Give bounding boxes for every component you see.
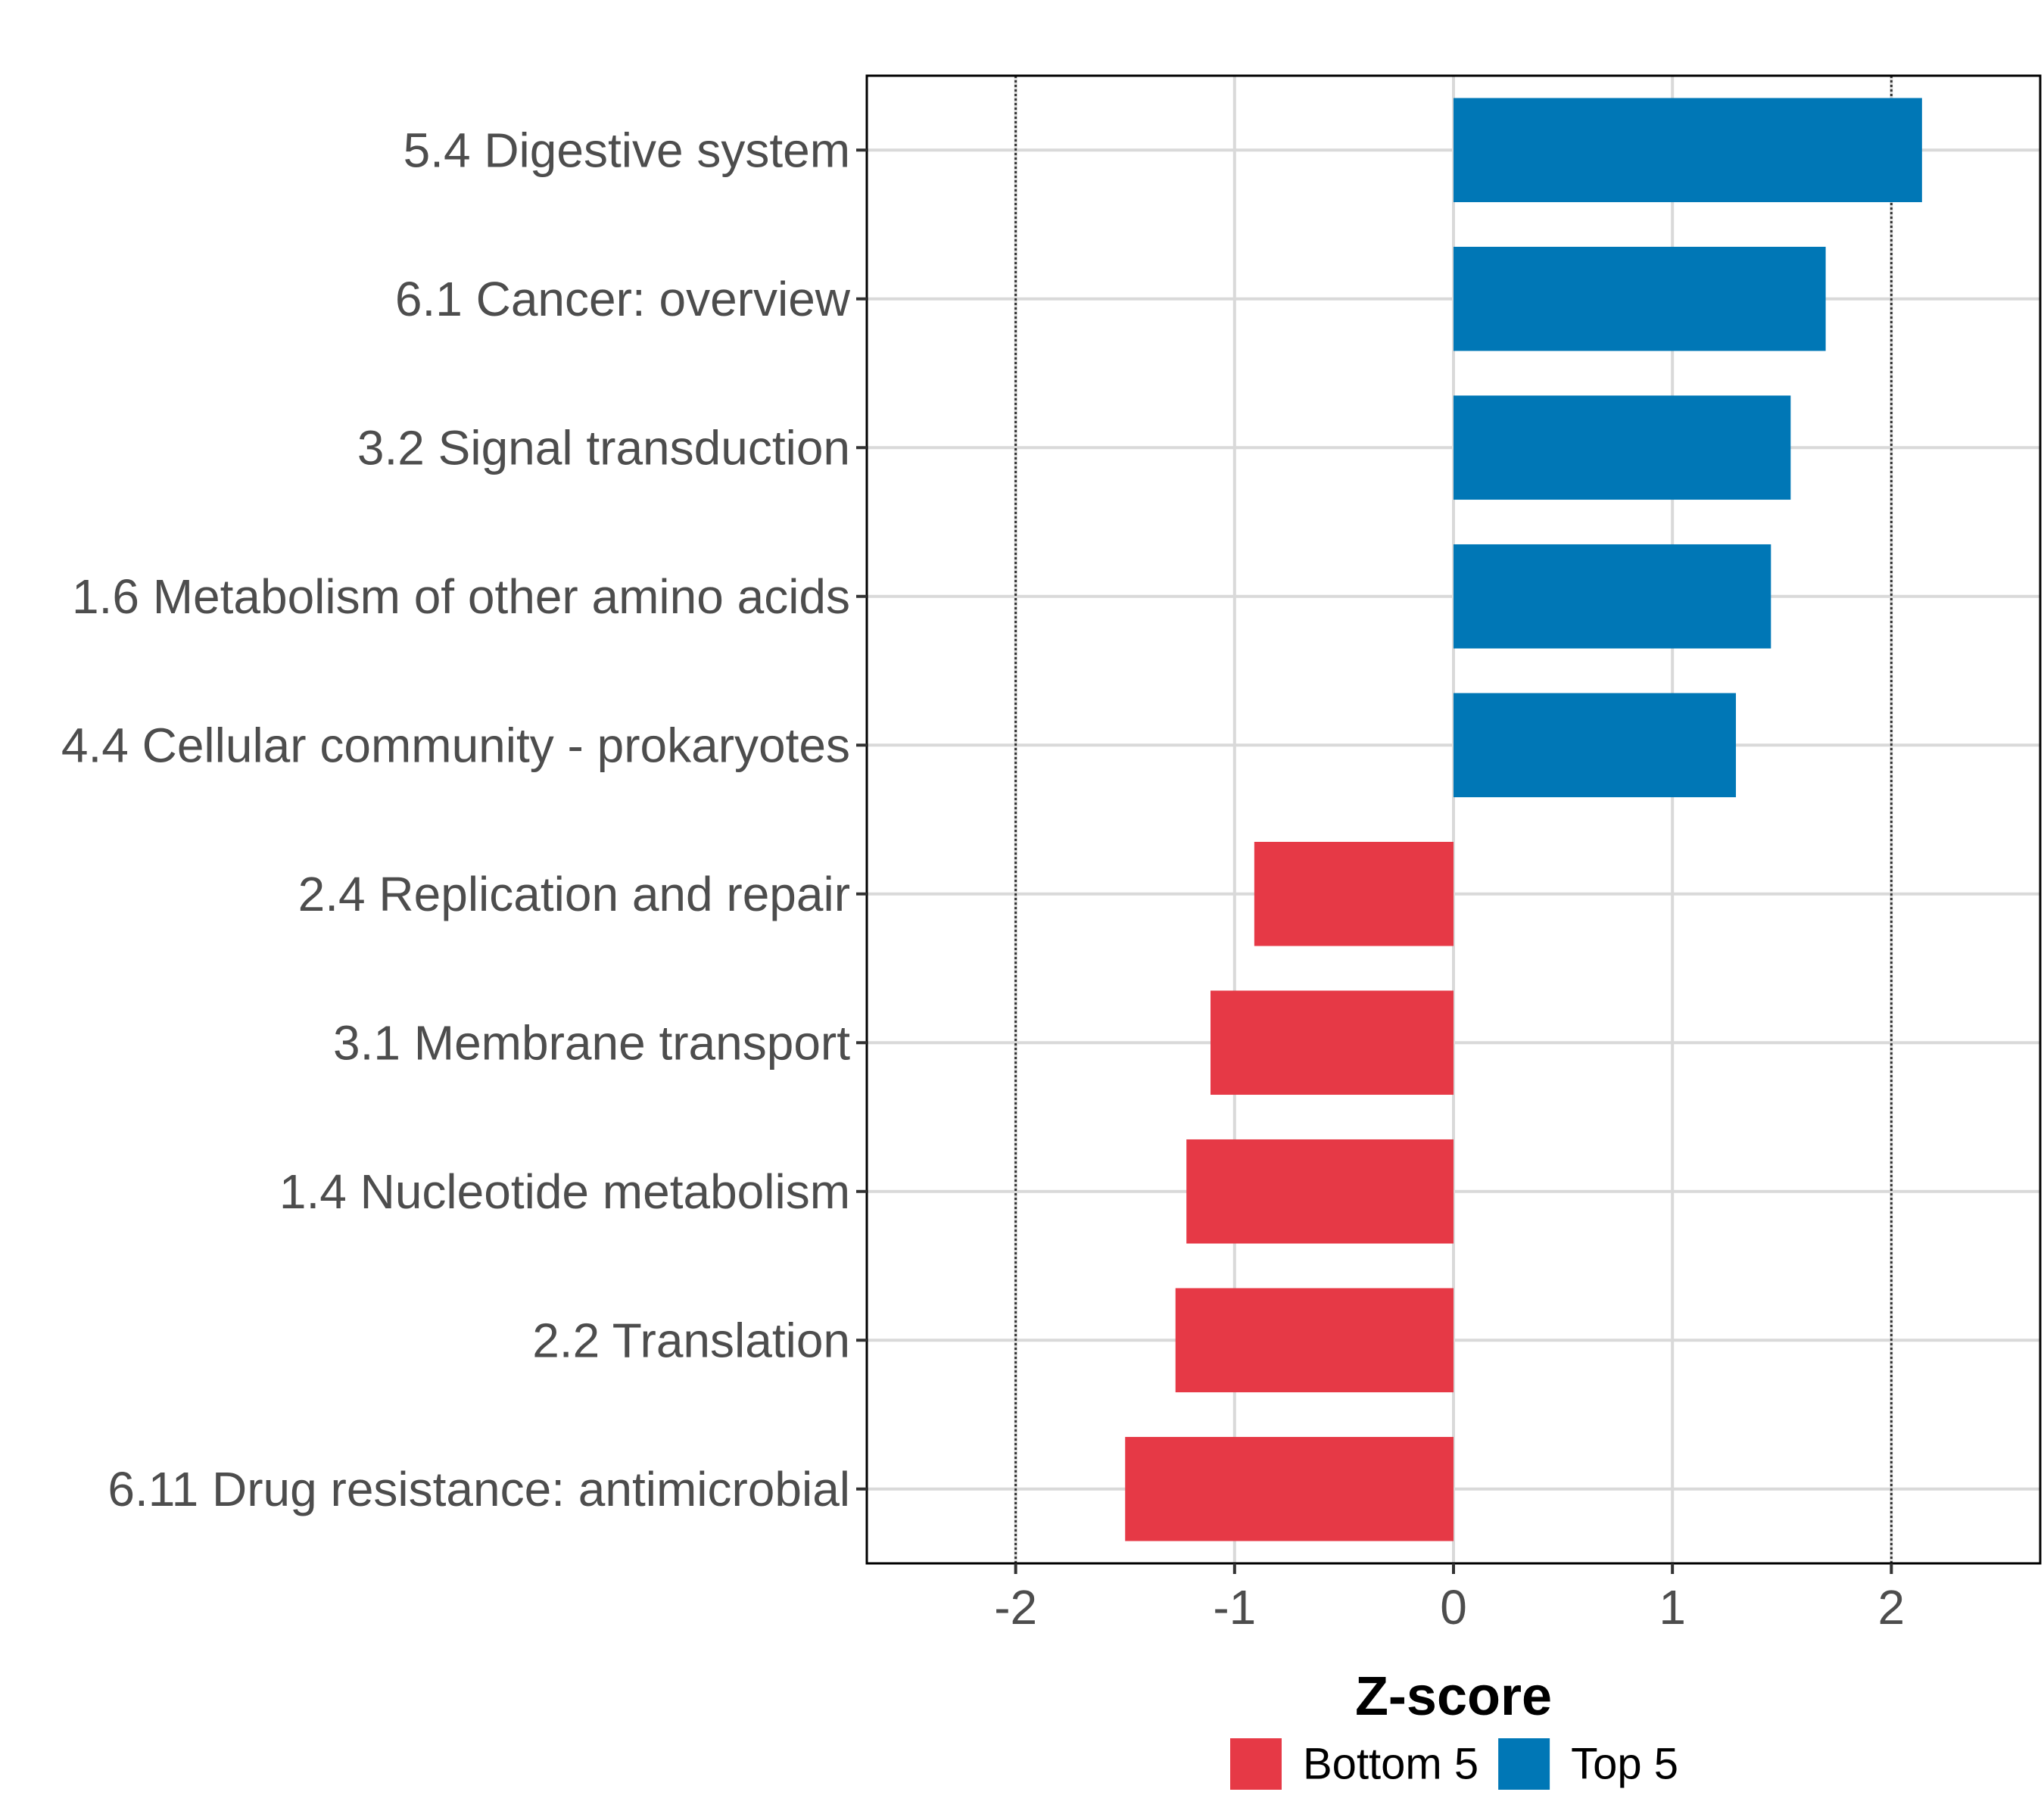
- x-axis-title: Z-score: [1355, 1666, 1552, 1727]
- bar: [1211, 990, 1454, 1095]
- bar: [1186, 1139, 1454, 1244]
- y-tick-label: 4.4 Cellular community - prokaryotes: [61, 718, 850, 772]
- x-tick-label: -1: [1213, 1580, 1256, 1635]
- bar: [1454, 98, 1922, 203]
- x-tick-label: -2: [994, 1580, 1037, 1635]
- y-tick-label: 2.2 Translation: [532, 1313, 850, 1367]
- bar: [1454, 544, 1771, 649]
- legend-swatch: [1498, 1738, 1550, 1790]
- bar: [1254, 841, 1454, 946]
- bar: [1454, 395, 1791, 500]
- legend-label: Bottom 5: [1303, 1740, 1478, 1789]
- x-axis: -2 -1 0 1 2: [994, 1563, 1905, 1635]
- y-tick-label: 3.1 Membrane transport: [333, 1015, 850, 1070]
- bar: [1454, 693, 1737, 798]
- x-tick-label: 0: [1440, 1580, 1467, 1635]
- y-tick-label: 1.4 Nucleotide metabolism: [279, 1164, 850, 1219]
- bars: [1125, 98, 1922, 1541]
- x-tick-label: 2: [1878, 1580, 1905, 1635]
- y-tick-label: 6.11 Drug resistance: antimicrobial: [107, 1462, 850, 1516]
- x-tick-label: 1: [1659, 1580, 1686, 1635]
- bar: [1125, 1436, 1454, 1541]
- y-tick-label: 6.1 Cancer: overview: [395, 272, 851, 326]
- bar: [1454, 246, 1826, 351]
- y-tick-label: 3.2 Signal transduction: [357, 420, 850, 475]
- legend: Bottom 5 Top 5: [1230, 1738, 1678, 1790]
- y-tick-label: 5.4 Digestive system: [404, 123, 850, 177]
- legend-swatch: [1230, 1738, 1282, 1790]
- y-tick-label: 2.4 Replication and repair: [298, 867, 850, 921]
- bar: [1175, 1288, 1454, 1393]
- y-axis: 5.4 Digestive system 6.1 Cancer: overview…: [61, 123, 867, 1516]
- legend-label: Top 5: [1571, 1740, 1678, 1789]
- y-tick-label: 1.6 Metabolism of other amino acids: [72, 569, 850, 624]
